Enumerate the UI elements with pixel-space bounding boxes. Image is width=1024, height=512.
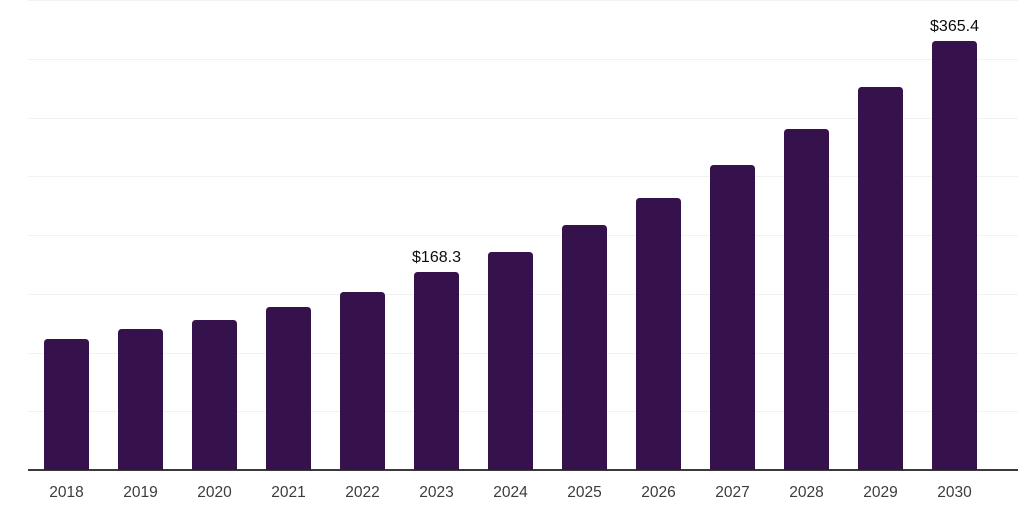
x-tick-2020: 2020 — [197, 484, 232, 501]
bar-2019 — [118, 329, 163, 470]
x-tick-2028: 2028 — [789, 484, 824, 501]
gridline-300 — [28, 117, 1018, 119]
x-tick-2018: 2018 — [49, 484, 84, 501]
data-label-2023: $168.3 — [412, 249, 461, 267]
x-tick-2026: 2026 — [641, 484, 676, 501]
bar-2029 — [858, 87, 903, 470]
x-tick-2030: 2030 — [937, 484, 972, 501]
x-axis-labels: 2018 2019 2020 2021 2022 2023 2024 2025 2026 2027… — [0, 470, 1024, 512]
x-tick-2029: 2029 — [863, 484, 898, 501]
x-tick-2021: 2021 — [271, 484, 306, 501]
data-label-2030: $365.4 — [930, 17, 979, 35]
bar-2026 — [636, 197, 681, 470]
bar-2021 — [266, 307, 311, 470]
x-tick-2024: 2024 — [493, 484, 528, 501]
bar-2018 — [44, 339, 89, 470]
x-tick-2023: 2023 — [419, 484, 454, 501]
bar-2030 — [932, 40, 977, 470]
plot-area: $168.3 $365.4 — [28, 0, 1018, 471]
x-tick-2027: 2027 — [715, 484, 750, 501]
bar-2022 — [340, 291, 385, 470]
bar-2025 — [562, 225, 607, 470]
bar-2027 — [710, 164, 755, 470]
gridline-350 — [28, 58, 1018, 60]
bar-2020 — [192, 320, 237, 470]
x-tick-2019: 2019 — [123, 484, 158, 501]
gridline-400 — [28, 0, 1018, 1]
bar-2023 — [414, 272, 459, 470]
gridline-200 — [28, 235, 1018, 236]
x-axis-line — [28, 469, 1018, 471]
bar-2024 — [488, 251, 533, 470]
x-tick-2025: 2025 — [567, 484, 602, 501]
x-tick-2022: 2022 — [345, 484, 380, 501]
gridline-250 — [28, 176, 1018, 178]
bar-2028 — [784, 129, 829, 470]
